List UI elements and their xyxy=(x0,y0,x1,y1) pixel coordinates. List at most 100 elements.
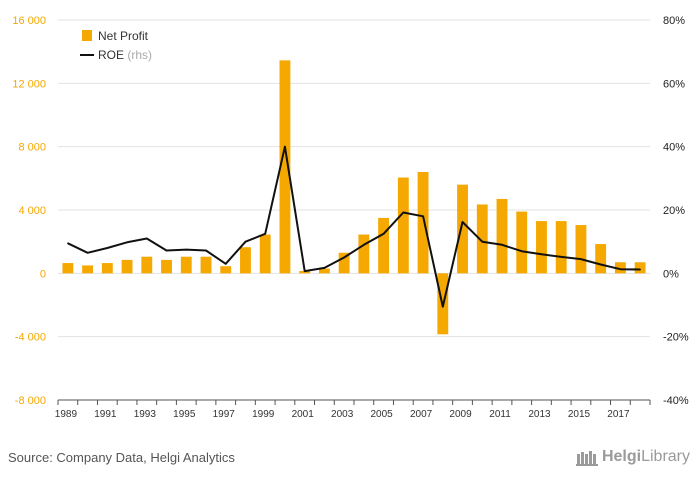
y-left-tick-label: 8 000 xyxy=(18,142,46,154)
bar-1999 xyxy=(260,235,271,274)
bar-2007 xyxy=(418,172,429,273)
axes: -8 000 -4 000 0 4 000 8 000 12 000 16 000 -40% -… xyxy=(12,15,689,420)
x-tick-label: 2015 xyxy=(568,409,591,420)
bar-1998 xyxy=(240,247,251,273)
x-tick-label: 2007 xyxy=(410,409,433,420)
roe-point-2000 xyxy=(284,146,286,148)
roe-point-1993 xyxy=(146,238,148,240)
roe-point-1992 xyxy=(126,242,128,244)
roe-point-1994 xyxy=(166,250,168,252)
roe-point-2005 xyxy=(383,233,385,235)
bar-2009 xyxy=(457,185,468,274)
x-tick-label: 2005 xyxy=(371,409,394,420)
roe-point-1996 xyxy=(205,250,207,252)
y-left-tick-label: -4 000 xyxy=(15,332,46,344)
y-right-tick-label: 40% xyxy=(663,142,685,154)
bar-2018 xyxy=(635,262,646,273)
roe-point-2013 xyxy=(541,254,543,256)
roe-point-2017 xyxy=(620,268,622,270)
legend-roe-label: ROE (rhs) xyxy=(98,48,152,62)
bar-2005 xyxy=(378,218,389,273)
roe-line xyxy=(68,147,640,307)
bar-2004 xyxy=(358,235,369,274)
y-left-tick-label: -8 000 xyxy=(15,395,46,407)
bar-1996 xyxy=(201,257,212,274)
x-tick-label: 1993 xyxy=(134,409,157,420)
roe-point-2015 xyxy=(580,258,582,260)
bar-1995 xyxy=(181,257,192,274)
roe-point-2007 xyxy=(422,216,424,218)
y-left-tick-label: 4 000 xyxy=(18,205,46,217)
x-tick-label: 1995 xyxy=(173,409,196,420)
roe-point-2018 xyxy=(639,269,641,271)
bar-1997 xyxy=(220,266,231,273)
roe-point-1989 xyxy=(67,242,69,244)
roe-point-1998 xyxy=(245,241,247,243)
library-icon xyxy=(576,448,598,466)
roe-point-2009 xyxy=(462,221,464,223)
x-tick-label: 2001 xyxy=(292,409,315,420)
x-tick-label: 2017 xyxy=(607,409,630,420)
bar-1993 xyxy=(141,257,152,274)
gridlines xyxy=(58,20,650,400)
y-right-tick-label: -40% xyxy=(663,395,689,407)
roe-point-2003 xyxy=(343,257,345,259)
brand-name: HelgiLibrary xyxy=(602,448,690,466)
bar-1994 xyxy=(161,260,172,273)
legend: Net Profit ROE (rhs) xyxy=(80,29,152,62)
y-right-tick-label: 80% xyxy=(663,15,685,27)
x-tick-label: 1989 xyxy=(55,409,78,420)
x-tick-label: 1997 xyxy=(213,409,236,420)
bar-1989 xyxy=(62,263,73,273)
source-note: Source: Company Data, Helgi Analytics xyxy=(8,450,235,465)
x-tick-label: 2009 xyxy=(449,409,472,420)
chart: -8 000 -4 000 0 4 000 8 000 12 000 16 000 -40% -… xyxy=(0,0,700,445)
roe-point-1991 xyxy=(107,247,109,249)
bar-2015 xyxy=(576,225,587,273)
legend-net-profit-swatch xyxy=(82,30,92,41)
bar-2014 xyxy=(556,221,567,273)
roe-point-2011 xyxy=(501,244,503,246)
bar-1991 xyxy=(102,263,113,273)
bar-2013 xyxy=(536,221,547,273)
roe-point-2016 xyxy=(600,264,602,266)
line-series-roe xyxy=(67,146,641,308)
y-left-tick-label: 0 xyxy=(40,268,46,280)
brand-name-rest: Library xyxy=(641,448,690,465)
bar-2006 xyxy=(398,178,409,274)
roe-point-1997 xyxy=(225,263,227,265)
x-tick-label: 2003 xyxy=(331,409,354,420)
roe-point-2002 xyxy=(324,267,326,269)
bar-series-net-profit xyxy=(62,60,645,334)
roe-point-2004 xyxy=(363,244,365,246)
legend-roe-note: (rhs) xyxy=(127,48,152,62)
y-left-tick-label: 16 000 xyxy=(12,15,46,27)
bar-2016 xyxy=(595,244,606,273)
y-right-tick-label: 60% xyxy=(663,78,685,90)
x-tick-label: 2011 xyxy=(489,409,511,420)
roe-point-1999 xyxy=(264,233,266,235)
x-tick-label: 2013 xyxy=(528,409,551,420)
legend-net-profit-label: Net Profit xyxy=(98,29,149,43)
x-tick-label: 1991 xyxy=(94,409,117,420)
brand-name-bold: Helgi xyxy=(602,448,641,465)
roe-point-2006 xyxy=(403,212,405,214)
roe-point-1990 xyxy=(87,252,89,254)
bar-1990 xyxy=(82,265,93,273)
x-tick-label: 1999 xyxy=(252,409,275,420)
y-left-tick-label: 12 000 xyxy=(12,78,46,90)
y-right-tick-label: 0% xyxy=(663,268,679,280)
y-right-tick-label: -20% xyxy=(663,332,689,344)
bar-2011 xyxy=(497,199,508,273)
roe-point-2010 xyxy=(481,241,483,243)
roe-point-2001 xyxy=(304,270,306,272)
brand-logo: HelgiLibrary xyxy=(576,448,690,466)
roe-point-1995 xyxy=(185,249,187,251)
roe-point-2008 xyxy=(442,306,444,308)
roe-point-2012 xyxy=(521,250,523,252)
bar-1992 xyxy=(122,260,133,273)
roe-point-2014 xyxy=(560,256,562,258)
legend-roe-text: ROE xyxy=(98,48,124,62)
y-right-tick-label: 20% xyxy=(663,205,685,217)
bar-2012 xyxy=(516,212,527,274)
